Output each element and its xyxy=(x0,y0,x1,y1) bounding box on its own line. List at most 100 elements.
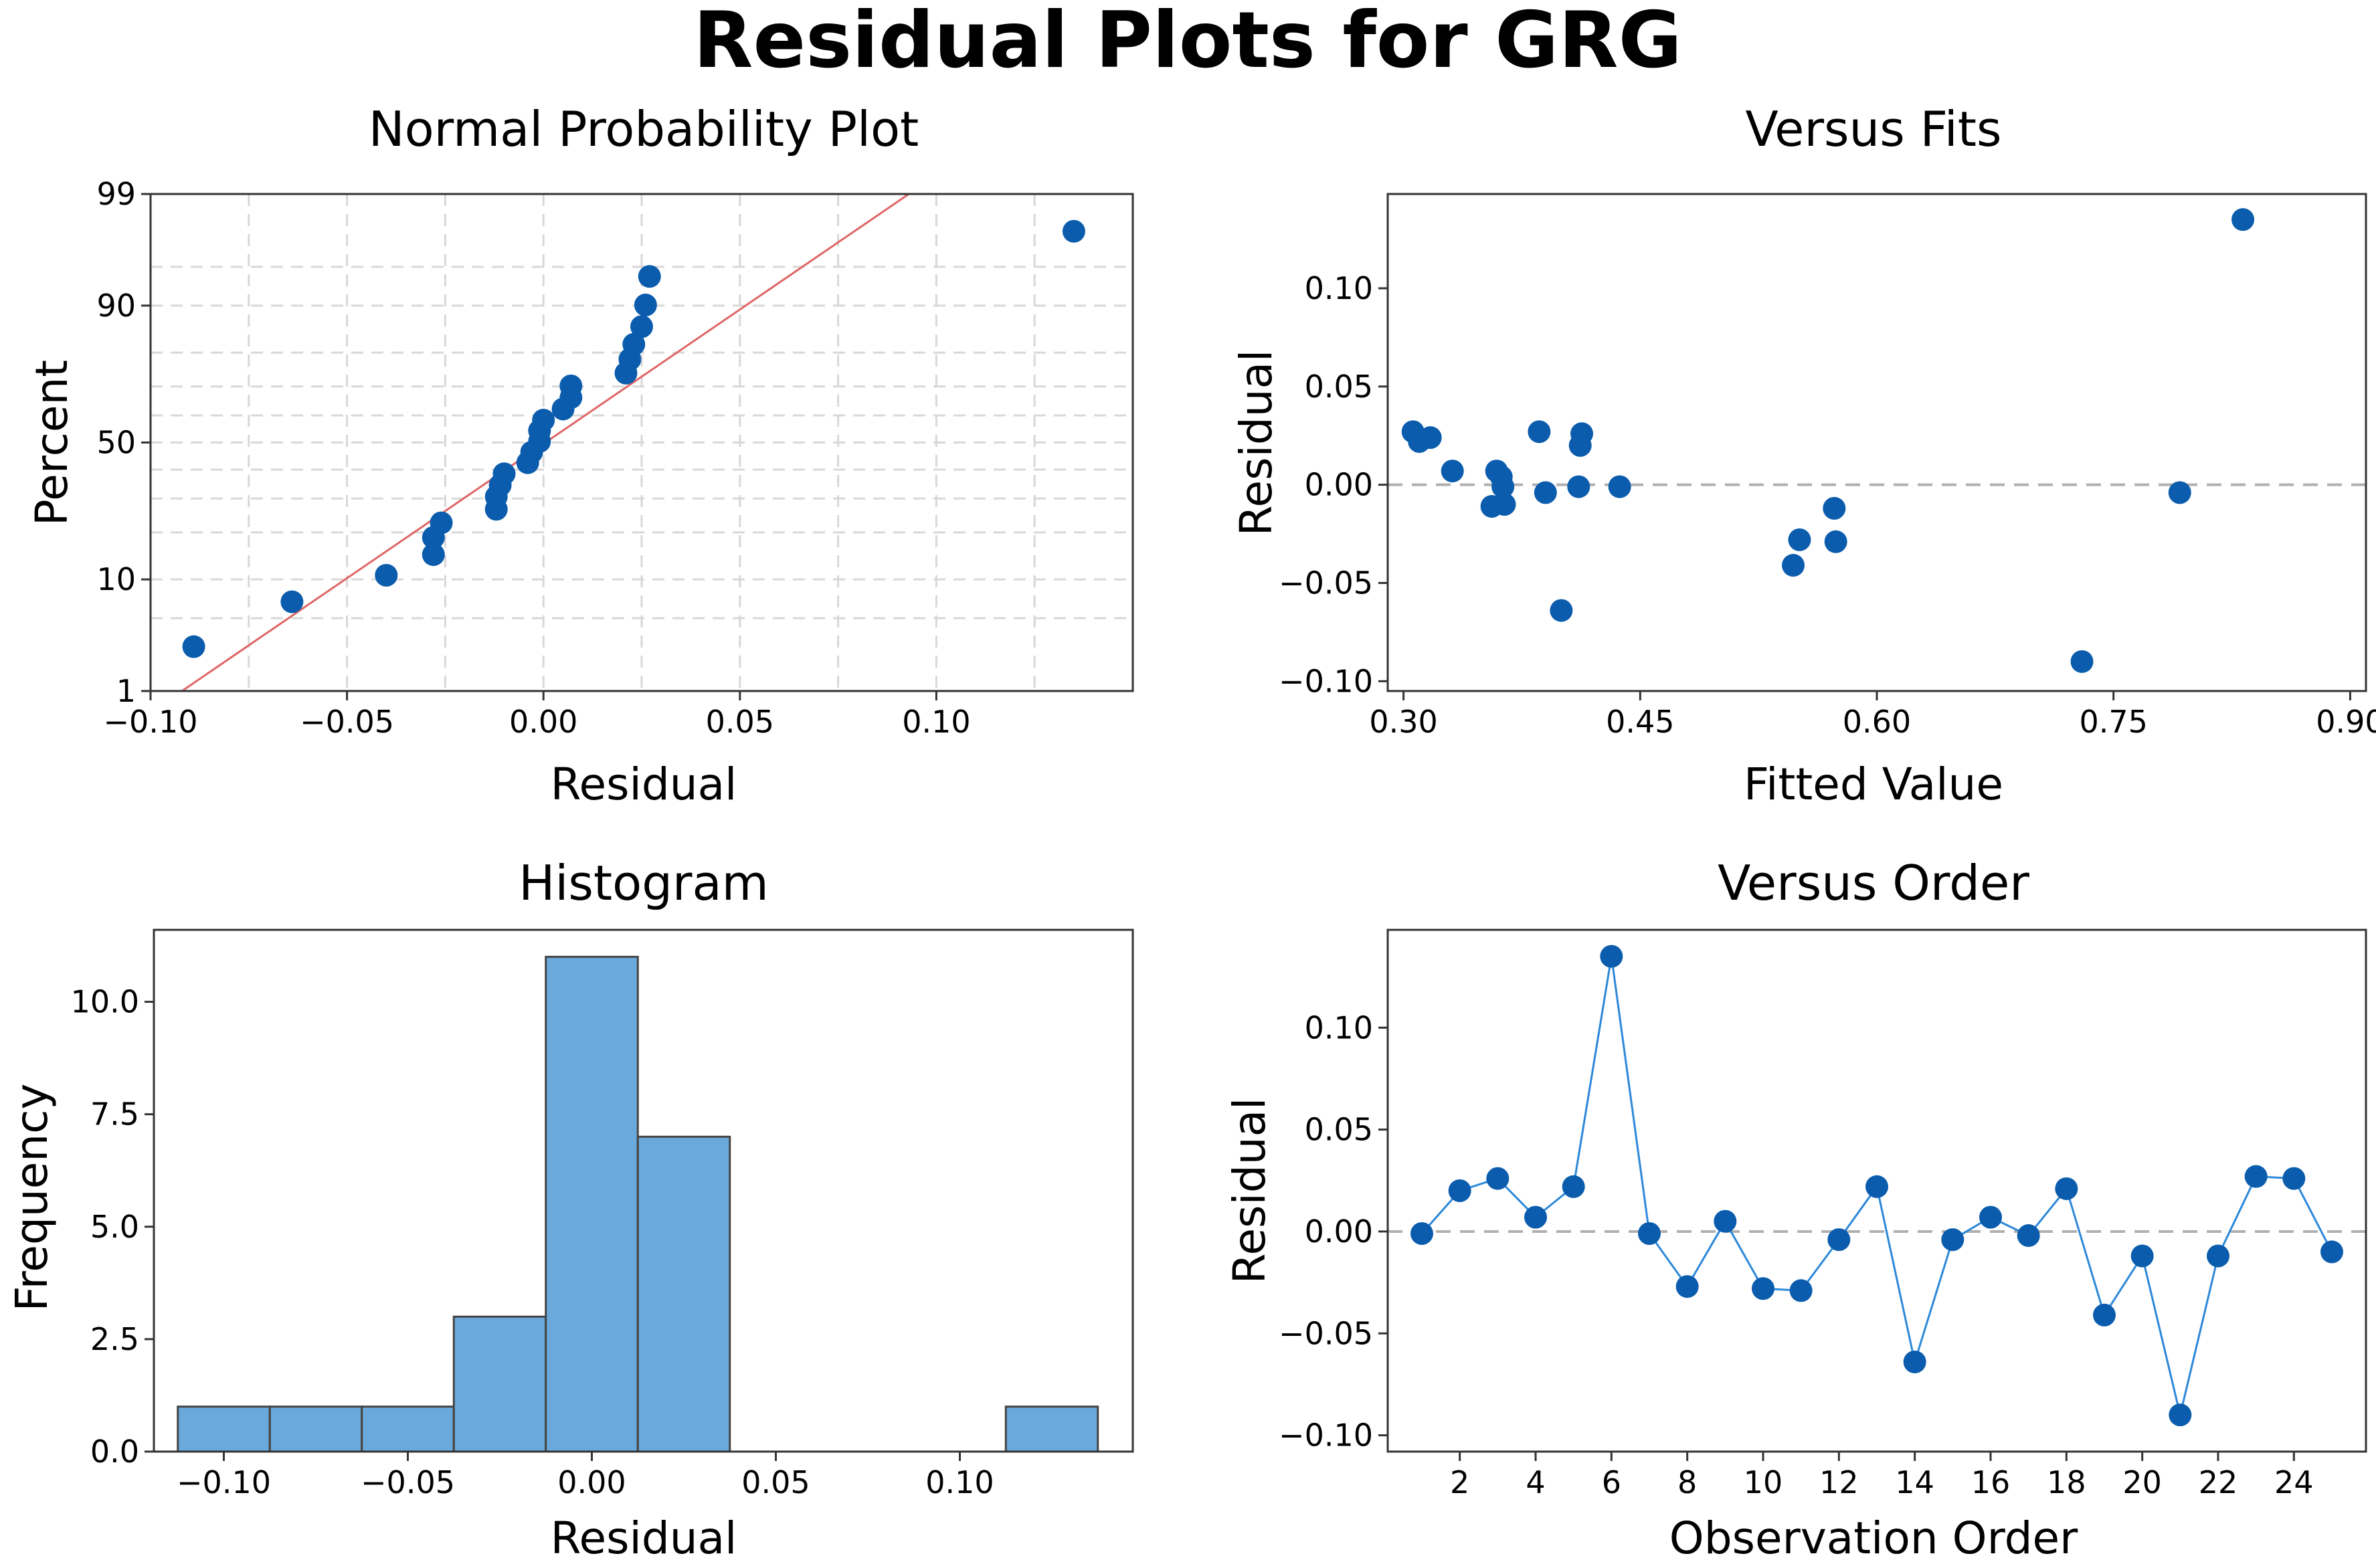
histogram-bar xyxy=(1004,1405,1099,1453)
order-xtick-label: 6 xyxy=(1602,1464,1621,1500)
histogram-bar xyxy=(545,955,639,1453)
normal-point xyxy=(559,374,583,397)
fits-point xyxy=(1493,493,1516,516)
order-ytick-label: −0.10 xyxy=(1279,1417,1373,1454)
histogram-xtick-label: −0.05 xyxy=(361,1464,455,1500)
fits-xtick-label: 0.75 xyxy=(2079,704,2147,740)
fits-point xyxy=(1534,481,1557,504)
fits-xtick-label: 0.60 xyxy=(1843,704,1911,740)
normal-point xyxy=(638,265,661,288)
order-point xyxy=(1638,1221,1661,1245)
order-point xyxy=(1410,1221,1433,1245)
histogram-bar xyxy=(177,1405,271,1453)
order-xtick-label: 24 xyxy=(2274,1464,2314,1500)
order-plot-title: Versus Order xyxy=(1718,855,2029,911)
order-point xyxy=(1562,1175,1585,1198)
fits-point xyxy=(2231,208,2255,231)
order-point xyxy=(2130,1244,2154,1268)
histogram-ytick-label: 2.5 xyxy=(90,1321,139,1357)
figure-title: Residual Plots for GRG xyxy=(693,0,1682,86)
normal-plot-ylabel: Percent xyxy=(26,360,78,526)
fits-plot-area xyxy=(1386,193,2367,692)
normal-xtick-label: −0.05 xyxy=(300,704,394,740)
fits-ytick-label: 0.05 xyxy=(1305,369,1373,405)
fits-point xyxy=(1788,528,1811,551)
fits-point xyxy=(2168,481,2191,504)
fits-xtick-label: 0.30 xyxy=(1369,704,1437,740)
normal-point xyxy=(630,315,653,338)
fits-point xyxy=(2070,650,2094,673)
order-point xyxy=(2244,1165,2268,1188)
normal-point xyxy=(622,332,646,356)
order-ytick-label: 0.00 xyxy=(1305,1213,1373,1250)
order-point xyxy=(2282,1167,2306,1190)
normal-point xyxy=(430,511,453,534)
normal-point xyxy=(492,462,516,486)
histogram-bar xyxy=(361,1405,455,1453)
fits-point xyxy=(1824,530,1847,553)
fits-point xyxy=(1570,422,1594,446)
order-xtick-label: 4 xyxy=(1526,1464,1545,1500)
order-point xyxy=(2093,1303,2116,1327)
fits-ytick-label: −0.05 xyxy=(1279,565,1373,601)
order-point xyxy=(2169,1403,2192,1427)
order-xtick-label: 18 xyxy=(2047,1464,2086,1500)
normal-xtick-label: −0.10 xyxy=(104,704,198,740)
order-plot-ylabel: Residual xyxy=(1224,1098,1275,1284)
histogram-xtick-label: 0.05 xyxy=(741,1464,810,1500)
fits-ytick-label: 0.00 xyxy=(1305,467,1373,503)
order-xtick-label: 22 xyxy=(2199,1464,2238,1500)
histogram-bar xyxy=(268,1405,363,1453)
fits-plot-title: Versus Fits xyxy=(1745,101,2001,157)
histogram-bar xyxy=(452,1315,547,1453)
order-point xyxy=(2320,1240,2343,1264)
order-point xyxy=(1675,1275,1699,1298)
normal-plot-title: Normal Probability Plot xyxy=(369,101,919,157)
fits-plot-xlabel: Fitted Value xyxy=(1744,759,2003,810)
normal-point xyxy=(532,409,555,432)
normal-plot-area xyxy=(149,193,1134,692)
fits-point xyxy=(1441,460,1464,483)
panel-histogram: Histogram Residual Frequency −0.10 −0.05 0… xyxy=(6,855,1134,1564)
normal-xtick-label: 0.10 xyxy=(902,704,970,740)
histogram-bar xyxy=(636,1135,731,1453)
order-point xyxy=(1448,1179,1471,1202)
normal-point xyxy=(1062,219,1085,243)
histogram-title: Histogram xyxy=(519,855,769,911)
fits-point xyxy=(1550,599,1573,622)
order-ytick-label: −0.05 xyxy=(1279,1315,1373,1351)
fits-plot-ylabel: Residual xyxy=(1230,350,1282,536)
order-point xyxy=(2017,1224,2040,1248)
normal-point xyxy=(422,543,445,567)
fits-ytick-label: 0.10 xyxy=(1305,270,1373,306)
normal-point xyxy=(634,293,657,316)
fits-xtick-label: 0.45 xyxy=(1606,704,1674,740)
normal-xtick-label: 0.05 xyxy=(706,704,774,740)
order-point xyxy=(2055,1177,2078,1200)
order-xtick-label: 14 xyxy=(1895,1464,1934,1500)
histogram-plot-area xyxy=(153,928,1134,1453)
order-xtick-label: 10 xyxy=(1744,1464,1783,1500)
fits-point xyxy=(1567,475,1590,498)
order-point xyxy=(1789,1279,1813,1302)
fits-point xyxy=(1419,426,1442,450)
order-xtick-label: 16 xyxy=(1971,1464,2011,1500)
fits-ytick-label: −0.10 xyxy=(1279,663,1373,699)
order-point xyxy=(1714,1209,1737,1233)
fits-point xyxy=(1608,475,1631,498)
order-plot-xlabel: Observation Order xyxy=(1669,1512,2078,1564)
order-xtick-label: 12 xyxy=(1819,1464,1859,1500)
normal-ytick-label: 99 xyxy=(96,176,136,212)
order-xtick-label: 2 xyxy=(1450,1464,1469,1500)
order-point xyxy=(2207,1244,2229,1268)
fits-point xyxy=(1491,475,1515,498)
histogram-xlabel: Residual xyxy=(551,1512,737,1564)
order-point xyxy=(1941,1228,1964,1252)
fits-point xyxy=(1528,420,1551,444)
order-ytick-label: 0.05 xyxy=(1305,1112,1373,1148)
histogram-ytick-label: 5.0 xyxy=(90,1209,139,1245)
normal-ytick-label: 1 xyxy=(116,673,136,709)
order-point xyxy=(1752,1277,1774,1300)
order-point xyxy=(1979,1205,2002,1229)
